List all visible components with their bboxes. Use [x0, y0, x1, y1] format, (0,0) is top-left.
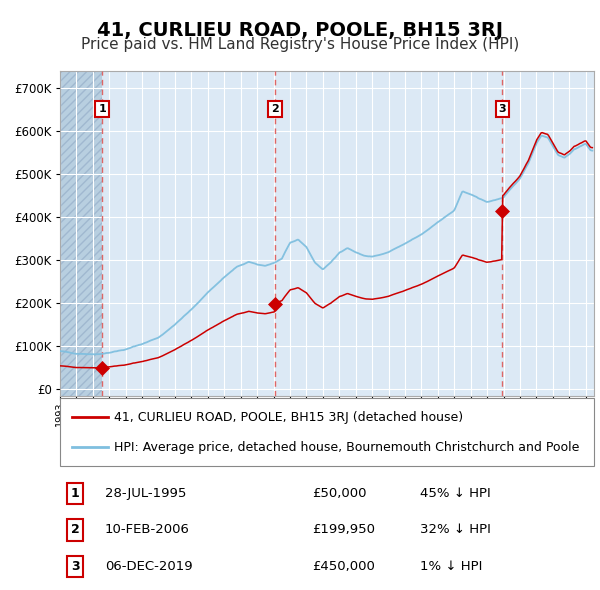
Text: 2: 2	[71, 523, 79, 536]
Text: 2: 2	[272, 104, 279, 114]
Text: 3: 3	[71, 560, 79, 573]
Text: £199,950: £199,950	[312, 523, 375, 536]
Text: 10-FEB-2006: 10-FEB-2006	[105, 523, 190, 536]
Text: 06-DEC-2019: 06-DEC-2019	[105, 560, 193, 573]
Text: Price paid vs. HM Land Registry's House Price Index (HPI): Price paid vs. HM Land Registry's House …	[81, 37, 519, 51]
Text: 28-JUL-1995: 28-JUL-1995	[105, 487, 187, 500]
Text: HPI: Average price, detached house, Bournemouth Christchurch and Poole: HPI: Average price, detached house, Bour…	[114, 441, 580, 454]
Text: 1: 1	[71, 487, 79, 500]
Text: £50,000: £50,000	[312, 487, 367, 500]
Text: 32% ↓ HPI: 32% ↓ HPI	[420, 523, 491, 536]
Bar	[60, 71, 102, 395]
Text: 1% ↓ HPI: 1% ↓ HPI	[420, 560, 482, 573]
Text: 41, CURLIEU ROAD, POOLE, BH15 3RJ (detached house): 41, CURLIEU ROAD, POOLE, BH15 3RJ (detac…	[114, 411, 463, 424]
Text: 3: 3	[499, 104, 506, 114]
Text: 1: 1	[98, 104, 106, 114]
Text: £450,000: £450,000	[312, 560, 375, 573]
Text: 45% ↓ HPI: 45% ↓ HPI	[420, 487, 491, 500]
Text: 41, CURLIEU ROAD, POOLE, BH15 3RJ: 41, CURLIEU ROAD, POOLE, BH15 3RJ	[97, 21, 503, 40]
